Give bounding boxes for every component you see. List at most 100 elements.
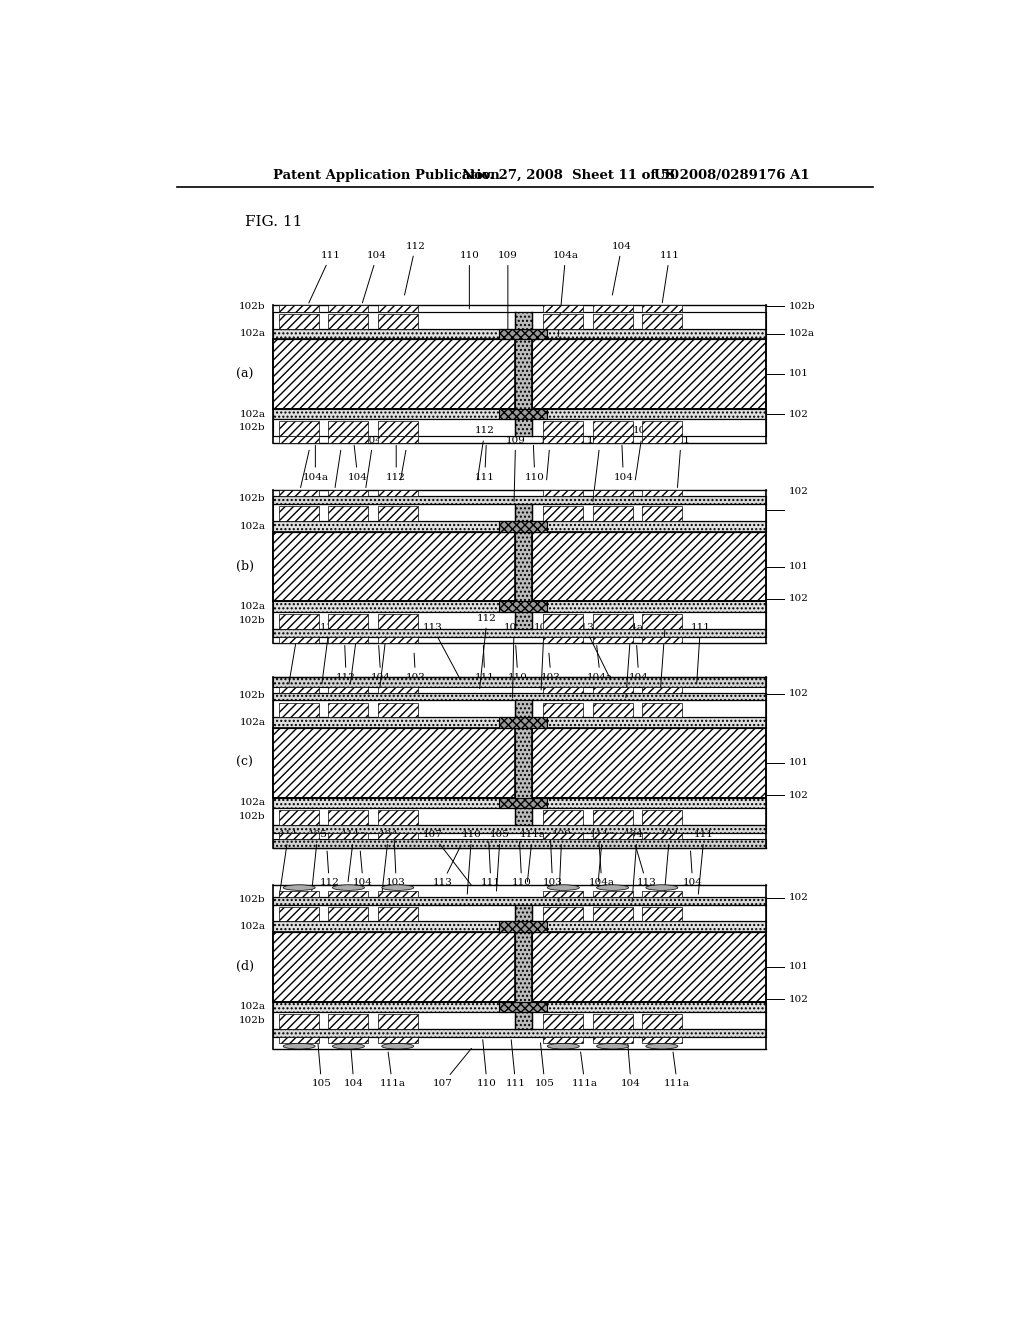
Text: 102b: 102b bbox=[239, 616, 265, 624]
Text: 104: 104 bbox=[344, 1040, 364, 1089]
Bar bbox=[500, 409, 547, 420]
Text: 112: 112 bbox=[336, 645, 356, 682]
Bar bbox=[500, 1002, 547, 1012]
Text: 104: 104 bbox=[379, 830, 398, 894]
Text: 104: 104 bbox=[613, 445, 633, 482]
Text: 104: 104 bbox=[633, 426, 652, 480]
Bar bbox=[515, 339, 531, 409]
Text: 112: 112 bbox=[404, 242, 425, 296]
Bar bbox=[273, 409, 766, 420]
Text: 104: 104 bbox=[612, 242, 632, 296]
Text: 104: 104 bbox=[683, 851, 702, 887]
Ellipse shape bbox=[646, 1043, 678, 1049]
Ellipse shape bbox=[382, 884, 414, 891]
Text: 103: 103 bbox=[406, 653, 425, 682]
Bar bbox=[593, 314, 633, 329]
Bar bbox=[329, 614, 369, 628]
Text: 104: 104 bbox=[655, 614, 676, 689]
Bar bbox=[273, 718, 766, 729]
Bar bbox=[515, 904, 531, 921]
Bar bbox=[329, 506, 369, 521]
Bar bbox=[515, 932, 531, 1002]
Bar bbox=[280, 490, 319, 496]
Bar bbox=[544, 421, 584, 437]
Bar bbox=[593, 702, 633, 718]
Text: 104a: 104a bbox=[587, 645, 613, 682]
Bar bbox=[378, 506, 418, 521]
Bar bbox=[280, 891, 319, 896]
Ellipse shape bbox=[597, 884, 629, 891]
Bar bbox=[280, 1014, 319, 1030]
Text: 105: 105 bbox=[311, 1043, 332, 1089]
Bar bbox=[642, 702, 682, 718]
Text: 104a: 104a bbox=[302, 445, 329, 482]
Text: 111: 111 bbox=[301, 436, 322, 487]
Text: 102: 102 bbox=[788, 409, 809, 418]
Bar bbox=[642, 686, 682, 693]
Text: 111a: 111a bbox=[379, 1052, 406, 1089]
Bar bbox=[544, 907, 584, 921]
Text: 103: 103 bbox=[543, 836, 562, 887]
Bar bbox=[273, 612, 766, 628]
Text: 104: 104 bbox=[348, 445, 368, 482]
Bar bbox=[329, 810, 369, 825]
Text: 109: 109 bbox=[504, 623, 524, 698]
Text: 104a: 104a bbox=[589, 842, 614, 887]
Bar bbox=[642, 907, 682, 921]
Text: 111: 111 bbox=[659, 251, 680, 302]
Text: 102a: 102a bbox=[240, 718, 265, 727]
Bar bbox=[280, 314, 319, 329]
Text: 104: 104 bbox=[622, 1040, 641, 1089]
Bar bbox=[273, 1002, 766, 1012]
Bar bbox=[544, 1038, 584, 1043]
Bar bbox=[544, 305, 584, 312]
Bar bbox=[593, 636, 633, 643]
Bar bbox=[329, 907, 369, 921]
Bar bbox=[544, 506, 584, 521]
Text: 101: 101 bbox=[788, 962, 809, 972]
Text: 111a: 111a bbox=[665, 1052, 690, 1089]
Bar bbox=[642, 1038, 682, 1043]
Bar bbox=[273, 1030, 766, 1038]
Bar bbox=[378, 305, 418, 312]
Text: 105: 105 bbox=[490, 830, 510, 891]
Bar bbox=[544, 810, 584, 825]
Bar bbox=[544, 891, 584, 896]
Bar bbox=[593, 1014, 633, 1030]
Bar bbox=[593, 833, 633, 840]
Text: 102: 102 bbox=[788, 487, 809, 496]
Bar bbox=[642, 614, 682, 628]
Bar bbox=[500, 329, 547, 339]
Bar bbox=[642, 421, 682, 437]
Text: 105: 105 bbox=[535, 1043, 555, 1089]
Ellipse shape bbox=[284, 1043, 315, 1049]
Text: 104a: 104a bbox=[587, 436, 613, 502]
Text: Patent Application Publication: Patent Application Publication bbox=[273, 169, 500, 182]
Bar bbox=[593, 614, 633, 628]
Text: 107: 107 bbox=[423, 830, 471, 886]
Text: 112: 112 bbox=[319, 851, 339, 887]
Text: 101: 101 bbox=[788, 370, 809, 379]
Text: 111: 111 bbox=[481, 842, 501, 887]
Text: 102a: 102a bbox=[788, 330, 815, 338]
Text: 103: 103 bbox=[535, 623, 554, 690]
Bar bbox=[273, 601, 766, 612]
Bar bbox=[273, 1012, 766, 1030]
Bar bbox=[642, 490, 682, 496]
Bar bbox=[593, 490, 633, 496]
Bar bbox=[500, 601, 547, 612]
Text: 111: 111 bbox=[475, 645, 495, 682]
Bar bbox=[593, 1038, 633, 1043]
Bar bbox=[378, 891, 418, 896]
Bar bbox=[593, 506, 633, 521]
Text: 111: 111 bbox=[475, 445, 495, 482]
Text: 113: 113 bbox=[636, 846, 656, 887]
Text: 103: 103 bbox=[386, 836, 407, 887]
Bar bbox=[593, 305, 633, 312]
Text: 103: 103 bbox=[397, 436, 418, 480]
Text: 101: 101 bbox=[788, 759, 809, 767]
Bar bbox=[378, 614, 418, 628]
Bar bbox=[329, 891, 369, 896]
Text: 111: 111 bbox=[690, 623, 711, 684]
Text: 104a: 104a bbox=[618, 623, 644, 698]
